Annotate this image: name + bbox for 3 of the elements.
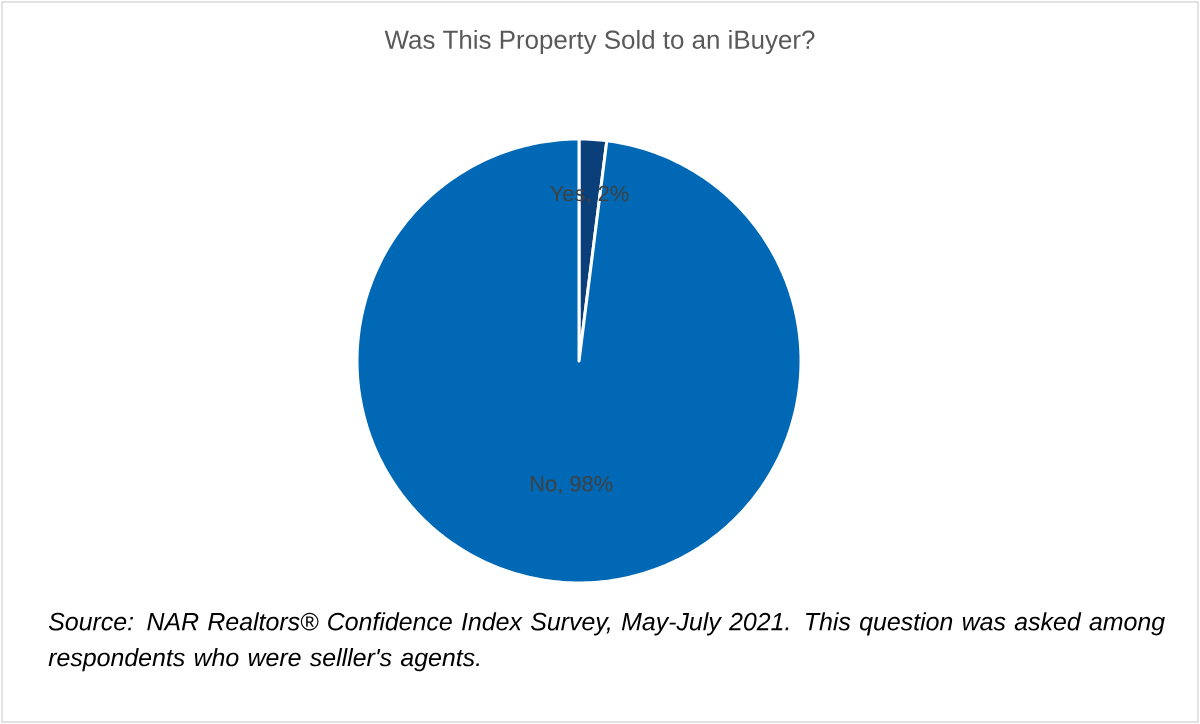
slice-label: No, 98%: [530, 475, 613, 495]
chart-title: Was This Property Sold to an iBuyer?: [384, 29, 815, 55]
text: Source: NAR Realtors® Confidence Index Survey, May-July 2021. This question was asked among respondents who were selller's agents.: [48, 612, 1165, 672]
